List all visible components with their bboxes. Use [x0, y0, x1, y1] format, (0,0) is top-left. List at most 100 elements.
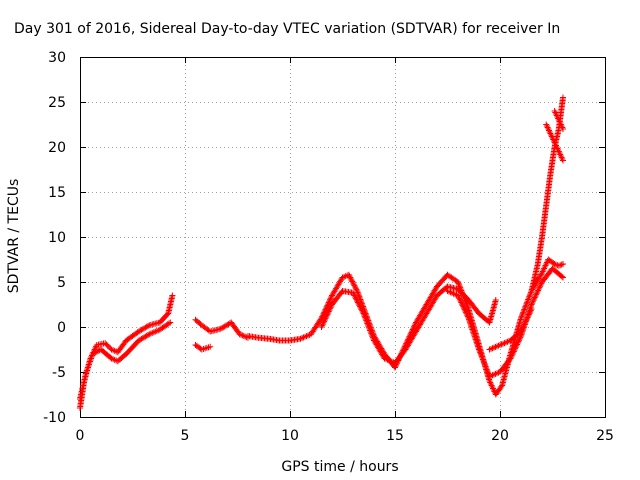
data-point: [368, 331, 375, 338]
data-point: [529, 298, 536, 305]
data-point: [514, 341, 521, 348]
series-track-8: [486, 306, 535, 353]
data-point: [354, 288, 361, 294]
y-tick-label: 20: [48, 140, 66, 156]
data-point: [411, 322, 418, 329]
data-point: [463, 310, 470, 317]
data-point: [322, 306, 329, 313]
data-point: [325, 300, 332, 307]
data-point: [527, 289, 534, 296]
data-point: [456, 296, 463, 303]
data-point: [464, 303, 471, 310]
data-point: [350, 291, 357, 298]
data-point: [319, 312, 326, 319]
data-point: [455, 279, 461, 285]
data-point: [518, 315, 524, 321]
data-point: [525, 296, 532, 303]
data-point: [320, 319, 327, 326]
series-track-4: [192, 342, 214, 353]
data-point: [103, 341, 110, 348]
y-tick-label: 10: [48, 230, 66, 246]
data-point: [409, 326, 416, 333]
data-point: [520, 307, 527, 314]
data-point: [482, 362, 489, 369]
data-point: [457, 298, 464, 305]
data-point: [322, 315, 329, 322]
data-point: [321, 309, 328, 316]
y-tick-label: 0: [57, 320, 66, 336]
data-point: [558, 261, 565, 268]
data-point: [536, 284, 543, 291]
data-point: [355, 300, 362, 307]
data-point: [328, 293, 335, 300]
data-point: [478, 352, 485, 359]
data-point: [463, 301, 470, 308]
data-point: [325, 309, 332, 316]
data-point: [477, 350, 484, 357]
data-point: [352, 295, 359, 302]
data-point: [525, 311, 532, 318]
data-point: [319, 322, 326, 329]
data-point: [325, 299, 332, 306]
data-point: [518, 313, 525, 320]
data-point: [319, 321, 326, 328]
data-point: [524, 314, 531, 321]
x-axis-label: GPS time / hours: [281, 459, 398, 475]
data-point: [102, 340, 109, 347]
y-tick-label: -10: [43, 410, 66, 426]
data-point: [555, 262, 562, 269]
data-point: [327, 296, 334, 303]
data-point: [483, 364, 490, 371]
data-point: [369, 334, 376, 341]
data-point: [520, 309, 527, 316]
data-point: [356, 302, 363, 309]
data-point: [327, 305, 334, 312]
data-point: [464, 304, 471, 311]
data-point: [319, 313, 326, 320]
y-tick-label: 15: [48, 185, 66, 201]
data-point: [507, 355, 514, 362]
data-point: [361, 313, 368, 320]
data-point: [411, 323, 418, 330]
data-point: [534, 288, 541, 295]
data-point: [476, 346, 482, 353]
data-point: [167, 319, 174, 326]
data-point: [351, 282, 358, 289]
data-point: [527, 308, 534, 315]
data-point: [325, 308, 332, 315]
data-point: [105, 343, 112, 350]
data-point: [522, 318, 529, 325]
grid: [80, 57, 605, 417]
data-point: [327, 304, 334, 311]
data-point: [455, 292, 461, 299]
data-point: [207, 343, 214, 350]
data-point: [321, 316, 328, 323]
data-point: [476, 347, 483, 354]
data-point: [370, 336, 377, 343]
data-point: [463, 300, 470, 307]
data-point: [521, 321, 528, 328]
data-point: [523, 317, 530, 324]
data-point: [164, 311, 171, 318]
y-tick-label: -5: [52, 365, 66, 381]
data-point: [560, 94, 566, 101]
x-tick-label: 10: [281, 428, 299, 444]
series-track-1: [77, 292, 176, 411]
data-point: [519, 324, 526, 331]
data-point: [518, 327, 525, 334]
y-tick-label: 5: [57, 275, 66, 291]
data-point: [513, 342, 520, 349]
data-point: [353, 296, 360, 303]
data-point: [456, 295, 463, 302]
data-point: [347, 275, 354, 282]
data-point: [526, 293, 533, 300]
data-point: [516, 335, 523, 342]
data-point: [498, 383, 505, 390]
data-point: [511, 347, 518, 354]
data-point: [104, 342, 111, 349]
data-point: [352, 283, 359, 290]
data-point: [464, 312, 471, 319]
data-point: [323, 312, 330, 319]
data-point: [357, 303, 363, 310]
